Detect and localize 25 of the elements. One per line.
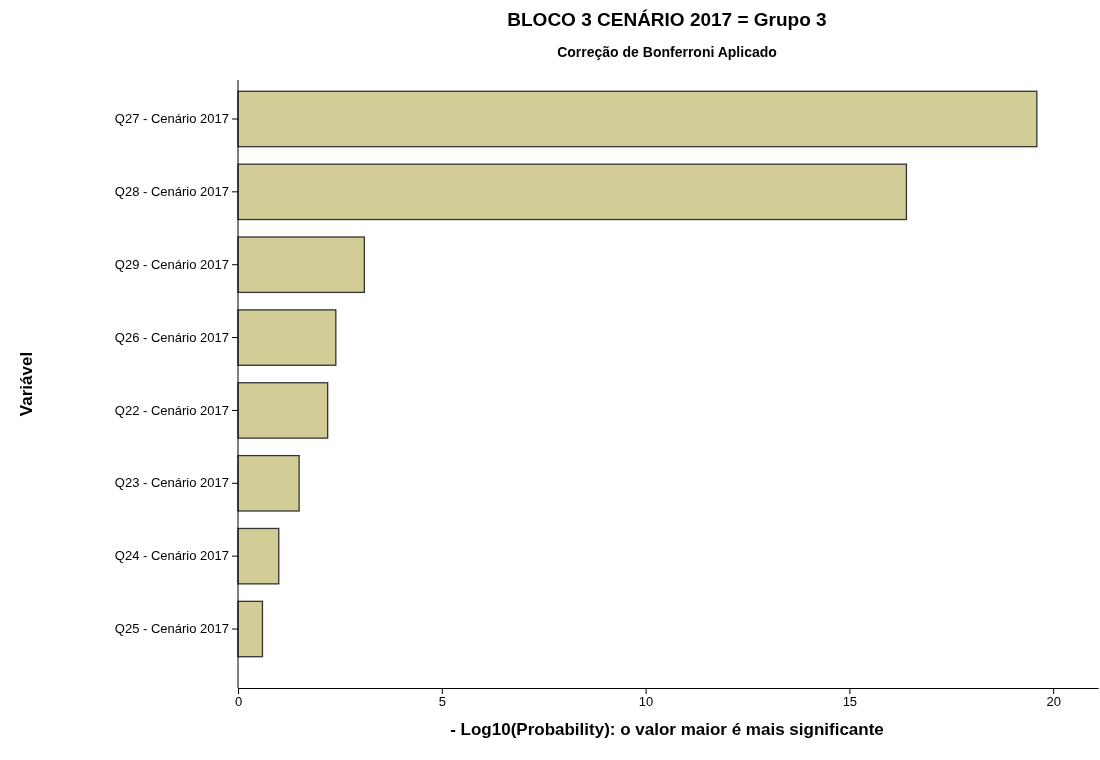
x-axis-title: - Log10(Probability): o valor maior é mais significante [450, 720, 884, 739]
y-tick-label: Q28 - Cenário 2017 [114, 184, 229, 199]
x-tick-label: 0 [234, 694, 243, 710]
chart-title: BLOCO 3 CENÁRIO 2017 = Grupo 3 [507, 9, 827, 30]
y-tick-label: Q27 - Cenário 2017 [114, 111, 229, 127]
bar [237, 236, 365, 294]
bar [237, 90, 1038, 148]
y-tick-label: Q25 - Cenário 2017 [114, 621, 229, 637]
bar [237, 309, 337, 366]
bar [237, 527, 280, 585]
y-tick-label: Q22 - Cenário 2017 [114, 402, 229, 418]
x-tick-label: 20 [1046, 694, 1061, 710]
y-tick-label: Q24 - Cenário 2017 [114, 548, 229, 564]
y-tick-label: Q29 - Cenário 2017 [114, 256, 229, 272]
bar [237, 382, 329, 439]
y-axis-title: Variável [17, 351, 36, 417]
x-tick-label: 5 [438, 694, 446, 710]
chart-subtitle: Correção de Bonferroni Aplicado [557, 44, 777, 60]
bar [237, 600, 264, 658]
y-tick-label: Q23 - Cenário 2017 [114, 475, 229, 491]
y-tick-label: Q26 - Cenário 2017 [114, 329, 229, 345]
x-tick-label: 10 [638, 694, 654, 710]
bar [237, 163, 908, 221]
x-tick-label: 15 [842, 694, 858, 710]
bar [237, 454, 300, 512]
